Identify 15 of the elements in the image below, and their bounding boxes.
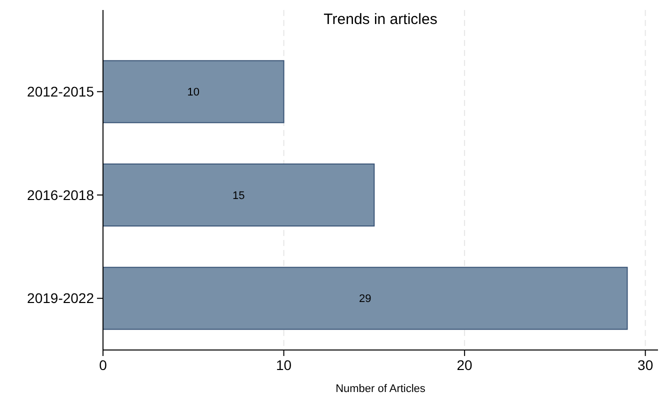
data-label: 15	[232, 190, 245, 202]
data-label: 29	[359, 293, 372, 306]
x-tick-label: 20	[456, 357, 473, 373]
data-label: 10	[187, 86, 200, 99]
x-axis-title: Number of Articles	[336, 383, 426, 395]
x-tick-label: 0	[99, 357, 108, 373]
bar	[102, 164, 375, 226]
bar	[102, 60, 284, 124]
chart-title: Trends in articles	[324, 11, 438, 28]
y-tick-label: 2012-2015	[27, 84, 94, 100]
bar	[102, 266, 628, 330]
y-tick-label: 2019-2022	[27, 290, 94, 306]
x-tick-label: 10	[276, 357, 292, 373]
x-tick-label: 30	[638, 357, 654, 373]
y-tick-label: 2016-2018	[27, 186, 94, 203]
